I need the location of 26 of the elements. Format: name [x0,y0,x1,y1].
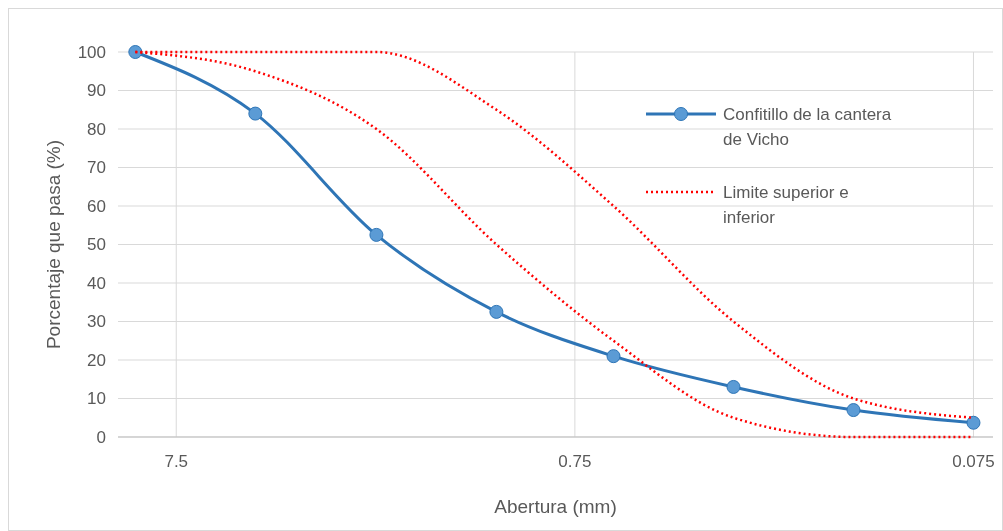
y-tick-label: 10 [87,389,106,409]
y-tick-label: 20 [87,350,106,370]
point [606,349,621,364]
point [369,227,384,242]
point [966,415,981,430]
y-tick-label: 70 [87,158,106,178]
y-tick-label: 0 [96,427,106,447]
point [128,45,143,59]
y-tick-label: 100 [77,42,106,62]
y-tick-label: 30 [87,312,106,332]
legend-label: Limite superior e inferior [723,182,849,228]
y-tick-label: 90 [87,81,106,101]
x-axis-title: Abertura (mm) [494,496,617,517]
point [846,403,861,418]
y-tick-label: 50 [87,235,106,255]
legend-label: Confitillo de la cantera de Vicho [723,104,892,150]
point [489,304,504,319]
x-tick-label: 0.075 [952,452,995,471]
y-axis-title: Porcentaje que pasa (%) [43,139,64,350]
y-tick-label: 60 [87,196,106,216]
y-tick-label: 40 [87,273,106,293]
x-tick-label: 7.5 [164,452,189,471]
point [726,379,741,394]
x-tick-label: 0.75 [558,452,592,471]
point [248,106,263,121]
y-tick-label: 80 [87,119,106,139]
